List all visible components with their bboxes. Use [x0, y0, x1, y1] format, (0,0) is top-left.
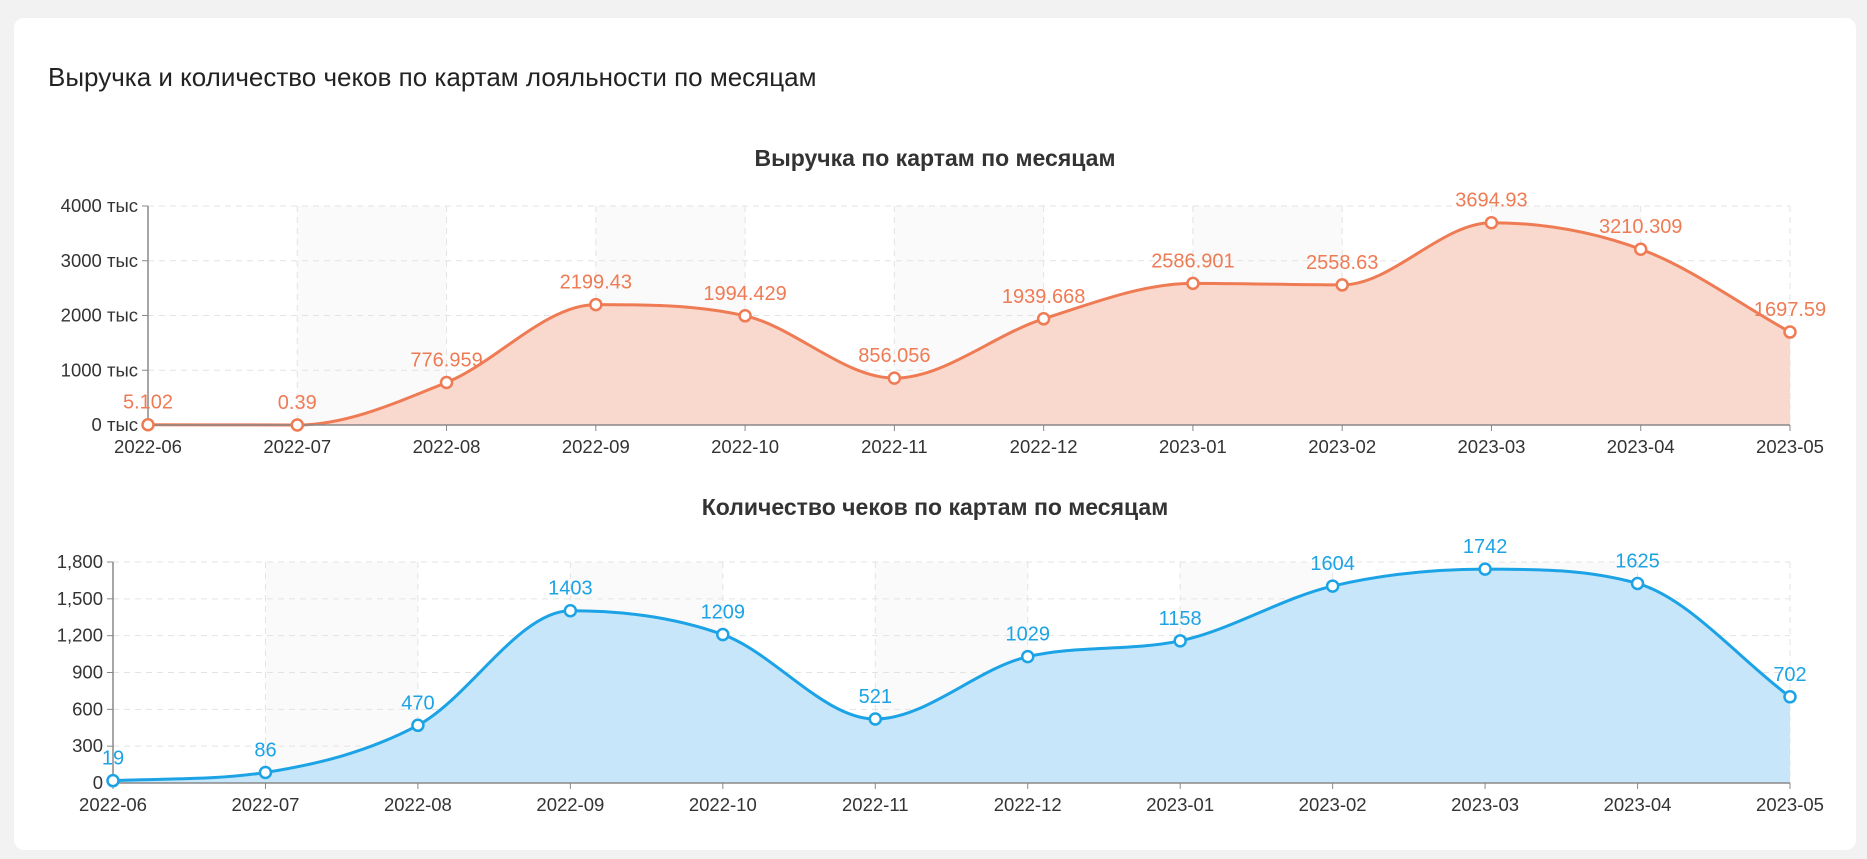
data-point — [141, 417, 155, 432]
data-point — [1484, 215, 1499, 230]
x-tick-label: 2023-05 — [1756, 436, 1824, 457]
data-label: 2558.63 — [1306, 252, 1378, 274]
data-point — [411, 718, 425, 733]
series-line — [112, 567, 1791, 783]
data-label: 3210.309 — [1599, 216, 1682, 238]
data-label: 1939.668 — [1002, 286, 1085, 308]
data-label: 19 — [102, 748, 124, 770]
y-tick-label: 600 — [72, 698, 103, 719]
y-tick-label: 1,500 — [57, 588, 103, 609]
data-point — [439, 375, 454, 390]
x-tick-label: 2022-09 — [536, 794, 604, 815]
data-point — [1186, 276, 1200, 291]
data-label: 2586.901 — [1151, 250, 1234, 272]
data-label: 521 — [859, 686, 892, 708]
x-tick-label: 2023-02 — [1308, 436, 1376, 457]
chart-title: Выручка по картам по месяцам — [755, 145, 1116, 171]
data-label: 0.39 — [278, 392, 317, 414]
data-label: 1158 — [1159, 608, 1202, 630]
x-tick-label: 2023-03 — [1458, 436, 1526, 457]
data-point — [290, 418, 305, 432]
data-point — [1630, 576, 1645, 591]
x-tick-label: 2023-01 — [1159, 436, 1227, 457]
data-label: 2199.43 — [560, 272, 632, 294]
data-point — [1173, 634, 1187, 648]
data-point — [1783, 325, 1797, 339]
series-line — [147, 221, 1791, 427]
data-label: 1742 — [1463, 536, 1508, 558]
x-tick-label: 2022-06 — [79, 794, 147, 815]
x-tick-label: 2022-11 — [842, 794, 909, 815]
data-point — [1478, 562, 1492, 576]
data-point — [1783, 690, 1797, 704]
x-tick-label: 2022-08 — [384, 794, 452, 815]
x-tick-label: 2022-07 — [263, 436, 331, 457]
x-tick-label: 2022-08 — [413, 436, 481, 457]
data-label: 776.959 — [410, 349, 482, 371]
x-tick-label: 2022-12 — [1010, 436, 1078, 457]
x-tick-label: 2023-01 — [1146, 794, 1214, 815]
x-tick-label: 2022-10 — [711, 436, 779, 457]
y-tick-label: 4000 тыс — [61, 195, 138, 216]
series-area — [148, 222, 1790, 425]
y-tick-label: 1,200 — [57, 625, 103, 646]
data-label: 1604 — [1310, 553, 1355, 575]
data-point — [589, 297, 603, 312]
data-label: 470 — [401, 692, 434, 714]
y-tick-label: 3000 тыс — [61, 250, 138, 271]
y-tick-label: 1,800 — [57, 551, 103, 572]
series-area — [113, 569, 1790, 783]
data-point — [563, 603, 578, 618]
data-point — [1335, 278, 1349, 292]
data-label: 1697.59 — [1754, 299, 1826, 321]
x-tick-label: 2023-03 — [1451, 794, 1519, 815]
x-tick-label: 2023-02 — [1299, 794, 1367, 815]
data-label: 856.056 — [858, 345, 930, 367]
data-point — [1633, 242, 1648, 256]
data-point — [1036, 312, 1051, 326]
y-tick-label: 0 тыс — [92, 414, 138, 435]
data-label: 1625 — [1615, 550, 1660, 572]
y-tick-label: 300 — [72, 735, 103, 756]
y-tick-label: 900 — [72, 662, 103, 683]
data-point — [716, 627, 730, 642]
data-label: 3694.93 — [1455, 190, 1527, 212]
x-tick-label: 2022-11 — [861, 436, 928, 457]
x-tick-label: 2022-12 — [994, 794, 1062, 815]
revenue-chart: Выручка по картам по месяцам 0 тыс 1000 т… — [61, 145, 1826, 457]
x-tick-label: 2022-07 — [232, 794, 300, 815]
data-label: 86 — [254, 739, 276, 761]
data-point — [738, 309, 752, 323]
page-title: Выручка и количество чеков по картам лоя… — [48, 62, 817, 92]
y-tick-label: 2000 тыс — [61, 305, 138, 326]
data-label: 1994.429 — [703, 283, 786, 305]
data-point — [887, 371, 902, 385]
x-tick-label: 2023-05 — [1756, 794, 1824, 815]
x-tick-label: 2022-09 — [562, 436, 630, 457]
data-label: 1403 — [548, 578, 593, 600]
y-tick-label: 0 — [93, 772, 103, 793]
x-tick-label: 2022-10 — [689, 794, 757, 815]
x-tick-label: 2023-04 — [1607, 436, 1675, 457]
data-point — [1020, 649, 1035, 664]
data-point — [868, 712, 883, 726]
data-label: 702 — [1773, 664, 1806, 686]
chart-title: Количество чеков по картам по месяцам — [702, 494, 1168, 520]
x-tick-label: 2022-06 — [114, 436, 182, 457]
y-tick-label: 1000 тыс — [61, 359, 138, 380]
data-point — [1325, 579, 1340, 593]
x-tick-label: 2023-04 — [1604, 794, 1672, 815]
data-label: 5.102 — [123, 392, 173, 414]
data-point — [106, 773, 120, 788]
data-point — [258, 765, 273, 780]
data-label: 1029 — [1005, 624, 1050, 646]
data-label: 1209 — [701, 602, 746, 624]
